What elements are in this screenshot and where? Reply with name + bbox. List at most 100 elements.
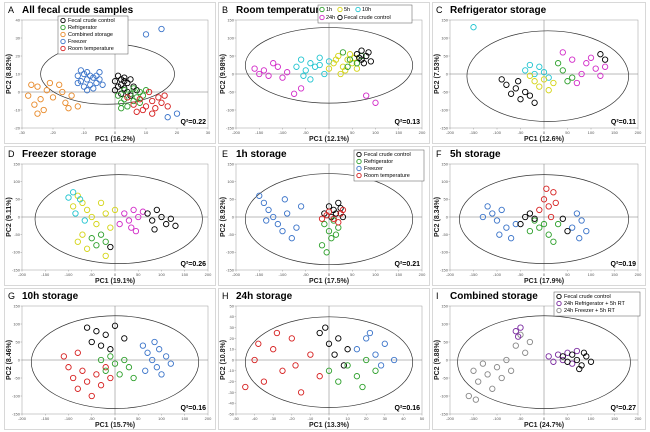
data-point-refrigerator [142, 87, 150, 94]
data-point-t1h [97, 231, 105, 238]
data-point-combined [65, 105, 72, 112]
data-point-t5h [545, 87, 552, 94]
data-point-control [569, 351, 576, 358]
data-point-freezer [297, 203, 305, 210]
y-tick-label: 10 [230, 347, 235, 352]
data-point-t1h [564, 78, 571, 85]
y-tick-label: -100 [226, 250, 235, 255]
data-point-combo_freezer [498, 374, 505, 382]
legend-label: Fecal crude control [564, 294, 611, 300]
y-tick-label: 150 [227, 161, 234, 166]
x-tick-label: -50 [303, 272, 310, 277]
data-point-t24h [587, 54, 595, 61]
data-point-refrigerator [130, 85, 137, 92]
data-point-t10h [307, 76, 314, 83]
data-point-t24h [256, 70, 263, 78]
data-point-room [124, 94, 131, 101]
y-tick-label: -50 [14, 232, 21, 237]
x-tick-label: -200 [446, 130, 455, 135]
panel-title: 5h storage [450, 149, 501, 160]
x-axis-label: PC1 (13.3%) [309, 422, 349, 429]
data-point-freezer [363, 335, 370, 342]
data-point-combined [37, 96, 44, 103]
panel-letter: C [436, 5, 443, 15]
data-point-refrigerator [130, 97, 137, 105]
data-point-refrigerator [102, 367, 109, 374]
y-axis-label: PC2 (9.88%) [434, 340, 441, 380]
y-tick-label: 40 [230, 314, 235, 319]
q2-value: Q²=0.22 [181, 119, 207, 126]
data-point-room [133, 108, 140, 115]
data-point-control [580, 349, 588, 356]
data-point-control [153, 206, 161, 214]
y-tick-label: -20 [14, 125, 21, 130]
data-point-room [260, 378, 268, 385]
data-point-refrigerator [107, 353, 114, 360]
legend-label: Freezer [364, 166, 383, 172]
data-point-control [121, 78, 128, 85]
data-point-freezer [260, 199, 268, 207]
data-point-combo_freezer [470, 367, 477, 374]
x-tick-label: 200 [635, 272, 642, 277]
data-point-room [83, 378, 91, 385]
data-point-control [322, 324, 329, 331]
data-point-t10h [70, 189, 77, 196]
y-tick-label: 0 [232, 214, 235, 219]
x-tick-label: 100 [588, 130, 595, 135]
y-tick-label: -100 [226, 107, 235, 112]
data-point-freezer [83, 69, 91, 76]
x-tick-label: -200 [232, 130, 241, 135]
x-tick-label: -100 [493, 272, 502, 277]
panel-title: All fecal crude samples [22, 5, 134, 16]
y-tick-label: 0 [232, 357, 235, 362]
data-point-freezer [493, 217, 501, 224]
data-point-control [97, 342, 105, 349]
legend-label: 10h [362, 7, 371, 13]
x-tick-label: 200 [635, 416, 642, 421]
data-point-freezer [144, 349, 151, 356]
data-point-t5h [102, 210, 109, 217]
data-point-freezer [142, 367, 149, 374]
data-point-control [573, 356, 581, 364]
y-tick-label: -10 [14, 107, 21, 112]
data-point-freezer [576, 235, 583, 242]
data-point-control [576, 365, 583, 373]
y-tick-label: 100 [227, 35, 234, 40]
legend: Fecal crude controlRefrigeratorCombined … [57, 15, 129, 55]
panel-title: 1h storage [236, 149, 287, 160]
data-point-t10h [522, 67, 529, 74]
data-point-freezer [583, 227, 590, 235]
data-point-room [149, 110, 156, 117]
data-point-t24h [569, 56, 576, 63]
y-tick-label: 50 [230, 197, 235, 202]
data-point-room [292, 362, 299, 369]
x-tick-label: -100 [64, 416, 73, 421]
legend-label: Fecal crude control [68, 18, 115, 24]
data-point-room [255, 340, 262, 347]
data-point-freezer [164, 114, 171, 121]
data-point-room [74, 349, 81, 356]
data-point-room [164, 103, 171, 110]
y-tick-label: 0 [232, 71, 235, 76]
y-tick-label: 50 [444, 197, 449, 202]
legend-box [353, 149, 425, 182]
data-point-t5h [88, 213, 95, 221]
data-point-freezer [372, 351, 379, 358]
data-point-refrigerator [328, 235, 335, 242]
x-tick-label: -150 [41, 416, 50, 421]
confidence-ellipse [34, 174, 203, 264]
panel-10h: G 10h storage-200 -150 -100 -50 0 50 100 150 200-… [4, 288, 216, 430]
data-point-room [540, 196, 548, 203]
x-tick-label: 100 [588, 272, 595, 277]
data-point-t5h [111, 206, 119, 214]
panel-combined: I Combined storage-200 -150 -100 -50 0 50 100 15… [432, 288, 646, 430]
y-tick-label: -100 [440, 250, 449, 255]
x-tick-label: 50 [350, 130, 355, 135]
data-point-control [316, 329, 323, 337]
data-point-t10h [293, 63, 300, 70]
legend-label: Refrigerator [364, 159, 393, 165]
data-point-t24h [116, 220, 123, 228]
x-tick-label: -150 [469, 130, 478, 135]
data-point-freezer [281, 196, 288, 203]
